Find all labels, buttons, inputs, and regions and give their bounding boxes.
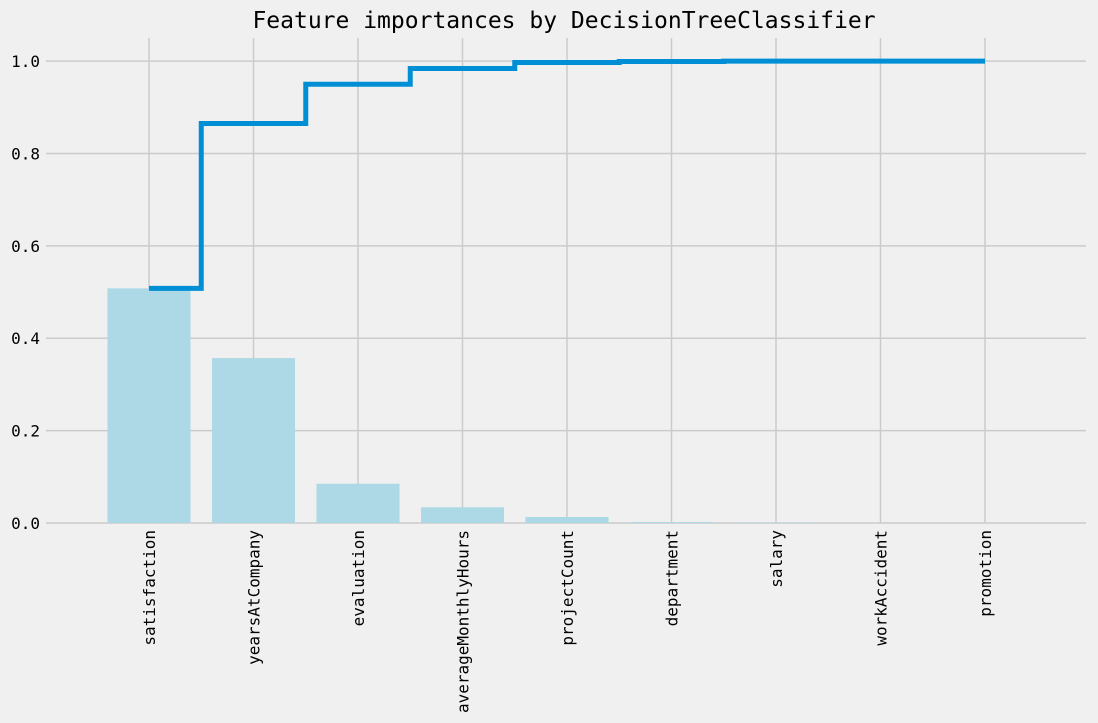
y-tick-label: 1.0 <box>11 52 40 71</box>
bar-yearsAtCompany <box>212 358 295 523</box>
bar-evaluation <box>316 483 400 523</box>
x-tick-label-workAccident: workAccident <box>872 530 891 646</box>
y-tick-label: 0.0 <box>11 514 40 533</box>
x-tick-label-averageMonthlyHours: averageMonthlyHours <box>454 530 473 713</box>
chart-title: Feature importances by DecisionTreeClass… <box>252 8 875 34</box>
bar-department <box>630 522 713 523</box>
x-tick-label-salary: salary <box>767 530 786 588</box>
cumulative-importance-line <box>149 58 985 291</box>
x-tick-label-department: department <box>663 530 682 626</box>
bar-projectCount <box>525 516 609 523</box>
x-tick-label-evaluation: evaluation <box>349 530 368 626</box>
y-tick-label: 0.2 <box>11 422 40 441</box>
x-tick-label-promotion: promotion <box>976 530 995 617</box>
cumulative-line-group <box>149 58 985 291</box>
x-tick-label-satisfaction: satisfaction <box>140 530 159 646</box>
bars <box>107 288 818 523</box>
x-tick-label-projectCount: projectCount <box>558 530 577 646</box>
y-tick-label: 0.6 <box>11 237 40 256</box>
y-axis: 0.0 0.2 0.4 0.6 0.8 1.0 <box>11 52 40 533</box>
x-tick-label-yearsAtCompany: yearsAtCompany <box>245 530 264 665</box>
y-tick-label: 0.8 <box>11 144 40 163</box>
bar-satisfaction <box>107 288 191 523</box>
bar-averageMonthlyHours <box>421 507 504 523</box>
grid <box>46 38 1086 524</box>
y-tick-label: 0.4 <box>11 329 40 348</box>
x-axis: satisfaction yearsAtCompany evaluation aver… <box>140 530 995 713</box>
